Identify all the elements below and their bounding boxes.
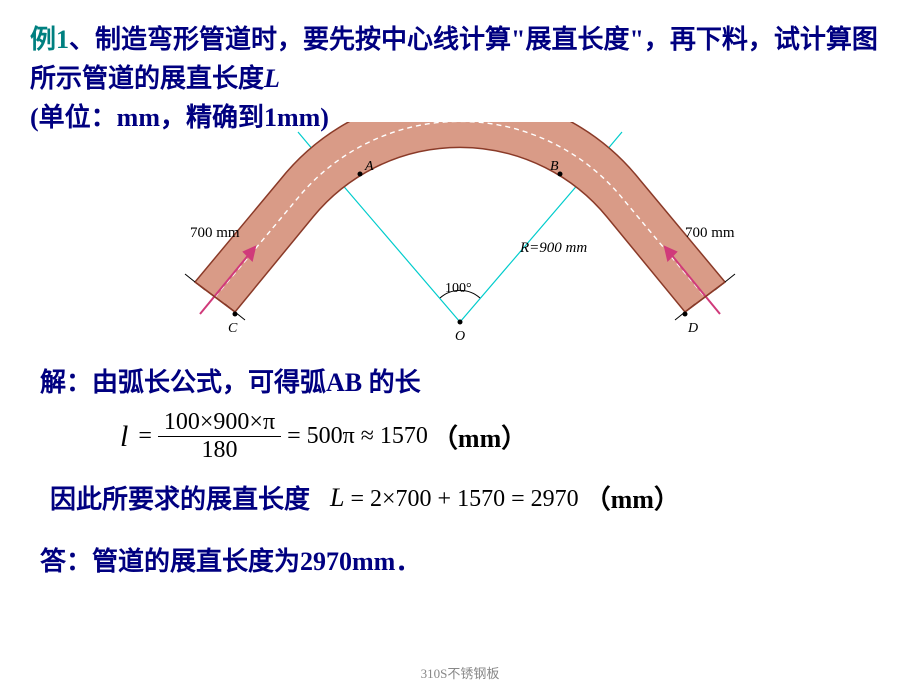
problem-statement: 例1、制造弯形管道时，要先按中心线计算"展直长度"，再下料，试计算图所示管道的展… [30,20,890,137]
fraction-num: 100×900×π [158,409,281,437]
formula-var: l [120,420,128,454]
angle-label: 100° [445,281,472,296]
formula-fraction: 100×900×π 180 [158,409,281,464]
sep: 、 [69,25,95,54]
label-C: C [228,321,238,336]
example-label: 例1 [30,25,69,54]
solution-line2: 因此所要求的展直长度 L = 2×700 + 1570 = 2970 （mm） [50,479,890,516]
label-A: A [364,159,374,174]
label-D: D [687,321,698,336]
formula-result: = 500π ≈ 1570 [287,423,428,450]
solution-line1: 解：由弧长公式，可得弧AB 的长 [40,362,890,399]
right-length: 700 mm [685,225,735,241]
answer-line: 答：管道的展直长度为2970mm． [40,541,890,578]
pipe-diagram: A B C D O 700 mm 700 mm R=900 mm 100° [140,122,780,352]
fraction-den: 180 [195,437,243,464]
label-B: B [550,159,559,174]
line2-var: L [330,483,344,512]
line2-unit: （mm） [585,479,680,516]
radius-label: R=900 mm [519,240,587,256]
arc-formula: l = 100×900×π 180 = 500π ≈ 1570 （mm） [120,409,890,464]
aux-line-left [340,182,460,322]
var-L: L [264,64,280,93]
line2-label: 因此所要求的展直长度 [50,479,310,516]
formula-unit: （mm） [432,418,527,455]
line2-equation: L = 2×700 + 1570 = 2970 [330,483,579,513]
line2-expr: = 2×700 + 1570 = 2970 [350,486,578,512]
formula-eq: = [138,423,152,450]
left-length: 700 mm [190,225,240,241]
label-O: O [455,329,465,344]
problem-text-1: 制造弯形管道时，要先按中心线计算"展直长度"，再下料，试计算图所示管道的展直长度 [30,25,878,93]
watermark: 310S不锈钢板 [421,663,500,682]
